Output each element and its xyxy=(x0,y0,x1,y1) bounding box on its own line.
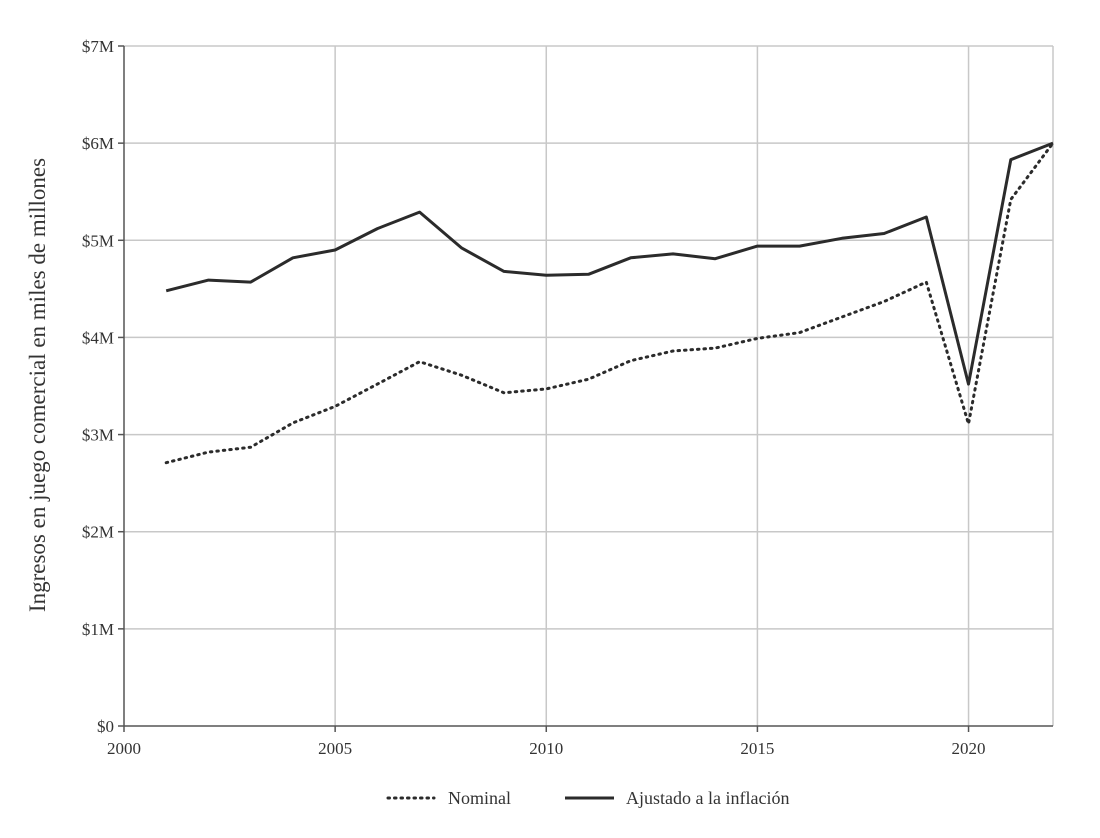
x-tick-labels: 2000 2005 2010 2015 2020 xyxy=(107,726,986,758)
y-tick-label: $5M xyxy=(82,231,114,250)
x-tick-label: 2020 xyxy=(952,739,986,758)
legend-label: Nominal xyxy=(448,788,511,808)
legend-label: Ajustado a la inflación xyxy=(626,788,789,808)
x-tick-label: 2000 xyxy=(107,739,141,758)
grid-lines xyxy=(124,45,1054,726)
series-lines xyxy=(164,141,1055,465)
y-tick-labels: $0 $1M $2M $3M $4M $5M $6M $7M xyxy=(82,37,124,736)
y-tick-label: $7M xyxy=(82,37,114,56)
x-tick-label: 2005 xyxy=(318,739,352,758)
y-tick-label: $1M xyxy=(82,620,114,639)
series-line-inflation-adjusted xyxy=(165,141,1054,386)
y-tick-label: $0 xyxy=(97,717,114,736)
y-tick-label: $4M xyxy=(82,328,114,347)
y-axis-label: Ingresos en juego comercial en miles de … xyxy=(25,158,50,612)
axes xyxy=(123,46,1053,727)
x-tick-label: 2015 xyxy=(740,739,774,758)
series-line-nominal xyxy=(164,141,1055,465)
legend: Nominal Ajustado a la inflación xyxy=(386,788,789,808)
x-tick-label: 2010 xyxy=(529,739,563,758)
y-tick-label: $2M xyxy=(82,523,114,542)
y-tick-label: $3M xyxy=(82,426,114,445)
y-tick-label: $6M xyxy=(82,134,114,153)
